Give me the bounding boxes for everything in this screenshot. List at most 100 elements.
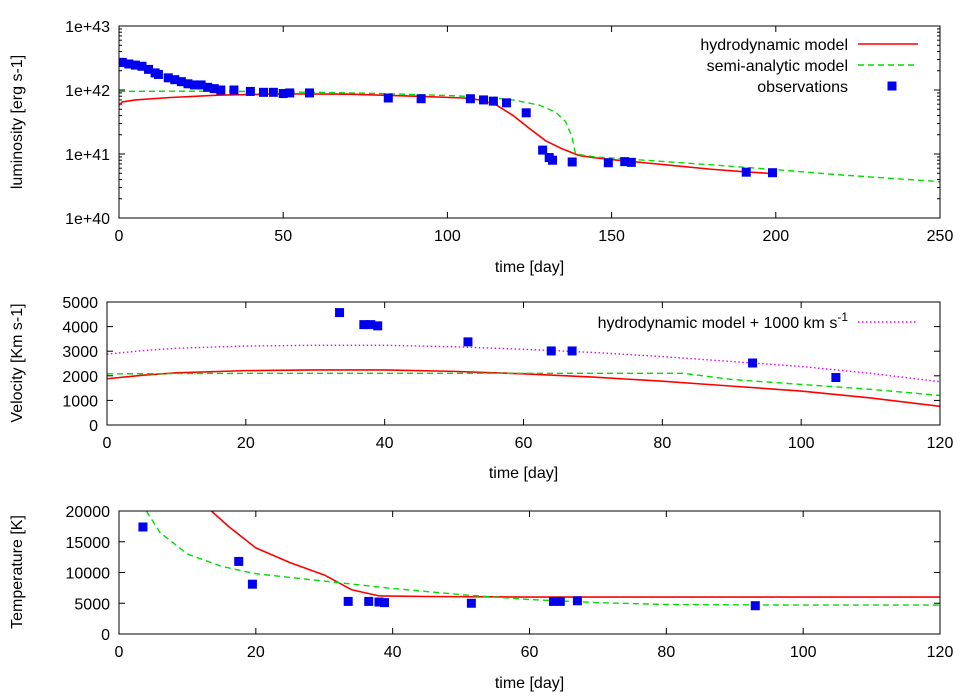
observation-point <box>768 168 778 178</box>
series-layer <box>138 511 940 611</box>
observation-point <box>209 84 219 94</box>
observation-point <box>170 75 180 85</box>
observation-point <box>521 108 531 118</box>
observation-point <box>741 167 751 177</box>
series-layer <box>107 308 940 408</box>
x-tick-label: 20 <box>247 644 265 661</box>
observation-point <box>465 94 475 104</box>
x-tick-label: 120 <box>927 435 954 452</box>
observation-point <box>130 60 140 70</box>
observation-point <box>555 596 565 606</box>
observation-point <box>364 596 374 606</box>
observation-point <box>538 145 548 155</box>
x-tick-label: 50 <box>274 228 292 245</box>
x-tick-label: 40 <box>376 435 394 452</box>
y-tick-label: 2000 <box>62 369 98 386</box>
y-tick-label: 1e+42 <box>65 83 110 100</box>
observation-point <box>268 87 278 97</box>
x-tick-label: 150 <box>598 228 625 245</box>
x-tick-label: 20 <box>237 435 255 452</box>
y-axis-label: luminosity [erg s-1] <box>9 55 26 189</box>
observation-point <box>138 522 148 532</box>
y-tick-label: 1000 <box>62 393 98 410</box>
observation-point <box>196 80 206 90</box>
y-tick-label: 5000 <box>74 596 110 613</box>
observation-point <box>203 82 213 92</box>
x-tick-label: 40 <box>384 644 402 661</box>
observation-point <box>335 308 345 318</box>
observation-point <box>304 88 314 98</box>
observation-point <box>750 601 760 611</box>
x-tick-label: 0 <box>115 228 124 245</box>
series-layer <box>119 57 940 183</box>
observation-point <box>119 57 127 67</box>
observation-point <box>548 596 558 606</box>
plot-frame <box>118 510 941 635</box>
x-axis-label: time [day] <box>495 675 564 692</box>
semi-analytic-model-line <box>107 372 940 397</box>
x-axis-label: time [day] <box>495 259 564 276</box>
legend-label-observations: observations <box>757 79 848 96</box>
observation-point <box>416 94 426 104</box>
observation-point <box>463 337 473 347</box>
observation-point <box>479 95 489 105</box>
legend-swatch-observations <box>887 81 897 91</box>
y-axis-label: Temperature [K] <box>9 515 26 629</box>
semi-analytic-model-line <box>119 90 940 183</box>
luminosity-panel: 0 50 100 150 200 250 1e+40 1e+41 1e+42 1e+43 time … <box>9 19 953 276</box>
y-tick-label: 3000 <box>62 344 98 361</box>
x-tick-label: 80 <box>653 435 671 452</box>
y-tick-label: 0 <box>101 627 110 644</box>
temperature-panel: 0 20 40 60 80 100 120 0 5000 10000 15000 20000 time … <box>9 504 953 692</box>
observation-point <box>366 320 376 330</box>
observation-point <box>546 346 556 356</box>
legend-label-superscript: -1 <box>837 310 848 324</box>
observation-point <box>373 321 383 331</box>
x-tick-label: 0 <box>115 644 124 661</box>
x-tick-label: 120 <box>927 644 954 661</box>
observation-point <box>176 77 186 87</box>
observation-point <box>343 596 353 606</box>
y-tick-label: 20000 <box>66 504 111 521</box>
observation-point <box>383 93 393 103</box>
observation-point <box>567 346 577 356</box>
y-tick-label: 1e+43 <box>65 19 110 36</box>
observation-point <box>234 556 244 566</box>
observation-point <box>163 73 173 83</box>
x-axis-label: time [day] <box>489 465 558 482</box>
observation-point <box>278 89 288 99</box>
observation-point <box>748 358 758 368</box>
observation-point <box>359 320 369 330</box>
observation-point <box>502 98 512 108</box>
y-tick-label: 4000 <box>62 320 98 337</box>
y-tick-label: 1e+41 <box>65 147 110 164</box>
observation-point <box>153 69 163 79</box>
observation-point <box>572 596 582 606</box>
x-tick-label: 0 <box>103 435 112 452</box>
x-tick-label: 60 <box>521 644 539 661</box>
observation-point <box>245 86 255 96</box>
x-tick-label: 200 <box>762 228 789 245</box>
observation-point <box>229 85 239 95</box>
observation-point <box>190 80 200 90</box>
hydrodynamic-model-1000-km-s-1-line <box>107 344 940 383</box>
observation-point <box>144 64 154 74</box>
x-tick-label: 250 <box>927 228 954 245</box>
observation-point <box>258 87 268 97</box>
y-tick-label: 0 <box>89 418 98 435</box>
hydrodynamic-model-line <box>119 93 776 175</box>
observation-point <box>466 598 476 608</box>
semi-analytic-model-line <box>145 511 940 606</box>
observation-point <box>567 157 577 167</box>
plot-frame <box>106 301 941 426</box>
x-tick-label: 80 <box>657 644 675 661</box>
legend-label-semi-analytic-model: semi-analytic model <box>707 58 848 75</box>
observation-point <box>247 579 257 589</box>
observation-point <box>379 598 389 608</box>
x-tick-label: 60 <box>515 435 533 452</box>
observation-point <box>183 79 193 89</box>
observation-point <box>603 158 613 168</box>
observation-point <box>137 61 147 71</box>
y-tick-label: 10000 <box>66 566 111 583</box>
